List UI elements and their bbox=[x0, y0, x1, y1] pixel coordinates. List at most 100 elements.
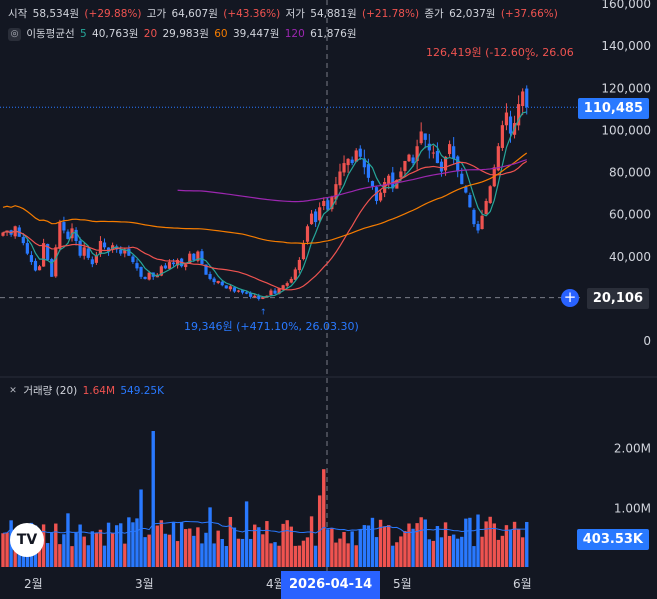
volume-bar bbox=[431, 540, 436, 567]
candle-body bbox=[370, 181, 375, 187]
volume-bar bbox=[269, 543, 273, 567]
candle-body bbox=[82, 247, 86, 256]
candle-body bbox=[500, 125, 504, 148]
volume-bar bbox=[305, 537, 310, 567]
volume-bar bbox=[338, 538, 342, 567]
candle-body bbox=[521, 91, 525, 107]
candle-body bbox=[464, 187, 468, 193]
volume-ma-value: 549.25K bbox=[120, 385, 164, 397]
tradingview-logo[interactable]: TV bbox=[10, 523, 44, 557]
candle-body bbox=[184, 264, 188, 268]
volume-bar bbox=[289, 526, 293, 567]
candle-body bbox=[249, 292, 253, 297]
volume-bar bbox=[512, 521, 517, 567]
volume-bar bbox=[366, 525, 371, 567]
candle-body bbox=[504, 112, 509, 126]
candle-body bbox=[427, 143, 431, 151]
last-price-tag: 110,485 bbox=[577, 98, 649, 119]
volume-bar bbox=[114, 525, 119, 567]
ma5-value: 40,763원 bbox=[92, 28, 139, 40]
candle-body bbox=[240, 290, 245, 293]
volume-ma-line bbox=[2, 520, 527, 534]
candle-body bbox=[415, 146, 419, 161]
volume-bar bbox=[285, 520, 289, 567]
candle-body bbox=[143, 276, 147, 279]
candle-body bbox=[236, 290, 241, 292]
volume-bar bbox=[309, 516, 314, 567]
x-label-jun: 6월 bbox=[513, 577, 532, 591]
candle-body bbox=[42, 243, 46, 267]
volume-bar bbox=[362, 525, 367, 567]
x-label-apr: 4월 bbox=[266, 577, 285, 591]
volume-bar bbox=[155, 525, 159, 567]
volume-bar bbox=[228, 516, 233, 567]
candle-body bbox=[25, 243, 29, 254]
volume-bar bbox=[1, 533, 5, 567]
volume-bar bbox=[464, 518, 468, 567]
candle-body bbox=[212, 278, 216, 283]
candle-body bbox=[374, 187, 379, 201]
low-change: (+21.78%) bbox=[362, 8, 420, 20]
candle-body bbox=[460, 173, 464, 185]
volume-bar bbox=[224, 546, 228, 567]
volume-bar bbox=[110, 533, 115, 567]
volume-bar bbox=[480, 536, 484, 567]
volume-bar bbox=[334, 542, 338, 567]
volume-label: 거래량 (20) bbox=[23, 385, 78, 397]
volume-bar bbox=[382, 526, 387, 567]
volume-bar bbox=[378, 519, 383, 567]
candle-body bbox=[346, 158, 350, 166]
volume-bar bbox=[98, 529, 103, 567]
volume-bar bbox=[427, 539, 431, 567]
candle-body bbox=[54, 247, 58, 277]
volume-bar bbox=[354, 545, 358, 567]
volume-bar bbox=[277, 545, 281, 567]
candle-body bbox=[86, 248, 90, 258]
candle-body bbox=[253, 295, 257, 298]
candle-body bbox=[74, 229, 78, 242]
low-marker: ↑ bbox=[260, 308, 267, 317]
volume-bar bbox=[525, 521, 529, 567]
volume-bar bbox=[439, 537, 444, 567]
candle-body bbox=[98, 241, 103, 255]
candle-body bbox=[167, 262, 172, 269]
candle-body bbox=[362, 158, 366, 168]
candle-body bbox=[277, 288, 281, 294]
candle-body bbox=[123, 249, 127, 254]
eye-icon[interactable]: ◎ bbox=[8, 27, 21, 41]
candle-body bbox=[171, 262, 176, 265]
volume-bar bbox=[196, 527, 200, 567]
volume-bar bbox=[297, 545, 302, 567]
volume-bar bbox=[171, 522, 176, 567]
price-tick-label: 40,000 bbox=[609, 250, 651, 264]
ma20-line bbox=[2, 160, 528, 291]
add-alert-icon[interactable]: + bbox=[561, 289, 579, 307]
candle-body bbox=[175, 259, 180, 266]
volume-bar bbox=[257, 527, 261, 567]
candle-body bbox=[106, 247, 111, 252]
volume-bar bbox=[147, 534, 151, 567]
volume-bar bbox=[135, 518, 139, 567]
volume-value: 1.64M bbox=[82, 385, 116, 397]
price-tick-label: 160,000 bbox=[601, 0, 651, 11]
candle-body bbox=[273, 290, 277, 294]
volume-bar bbox=[208, 507, 212, 567]
high-label: 고가 bbox=[146, 8, 167, 20]
volume-bar bbox=[281, 523, 285, 567]
volume-bar bbox=[123, 543, 127, 567]
volume-bar bbox=[58, 544, 62, 567]
close-icon[interactable]: ✕ bbox=[9, 385, 17, 396]
volume-bar bbox=[403, 531, 407, 567]
volume-bar bbox=[500, 535, 505, 567]
volume-bar bbox=[13, 542, 17, 567]
candle-body bbox=[407, 154, 411, 162]
volume-bar bbox=[236, 538, 241, 567]
volume-bar bbox=[54, 523, 58, 567]
volume-bar bbox=[322, 469, 326, 567]
ma60-period: 60 bbox=[214, 28, 228, 40]
candle-body bbox=[525, 88, 529, 108]
close-value: 62,037원 bbox=[449, 8, 496, 20]
candle-body bbox=[517, 104, 521, 126]
volume-bar bbox=[106, 522, 111, 567]
